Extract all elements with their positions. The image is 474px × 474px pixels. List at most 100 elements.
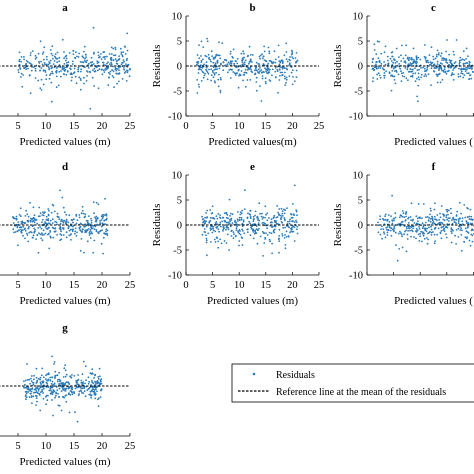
residual-point (51, 386, 54, 389)
residual-point (86, 240, 89, 243)
residual-point (33, 214, 36, 217)
residual-point (215, 215, 218, 218)
residual-point (238, 216, 241, 219)
residual-point (62, 376, 65, 378)
residual-point (75, 234, 78, 237)
residual-point (104, 64, 107, 67)
residual-point (39, 69, 41, 72)
residual-point (278, 63, 281, 66)
residual-point (240, 212, 243, 215)
residual-point (47, 222, 50, 225)
residual-point (64, 364, 67, 367)
residual-point (213, 73, 216, 76)
residual-point (411, 75, 414, 78)
residual-point (295, 69, 298, 72)
residual-point (376, 78, 379, 80)
residual-point (228, 218, 231, 221)
residual-point (216, 68, 219, 71)
residual-point (197, 83, 200, 86)
residual-point (105, 230, 107, 233)
residual-point (128, 75, 131, 78)
residual-point (455, 243, 457, 245)
residual-point (105, 232, 108, 235)
residual-point (407, 63, 410, 66)
residual-point (60, 75, 62, 78)
residual-point (421, 240, 423, 243)
residual-point (79, 222, 82, 225)
residual-point (111, 75, 114, 77)
residual-point (30, 380, 33, 383)
residual-point (38, 206, 41, 209)
residual-point (44, 69, 47, 72)
residual-point (90, 384, 92, 386)
residual-point (247, 54, 250, 57)
y-tick-label: 5 (358, 196, 363, 207)
residual-point (247, 228, 249, 231)
residual-point (382, 228, 385, 231)
residual-point (43, 233, 45, 236)
residual-point (65, 61, 68, 64)
residual-point (94, 70, 97, 73)
residual-point (400, 232, 402, 235)
residual-point (269, 80, 272, 82)
residual-point (40, 60, 42, 63)
residual-point (437, 53, 440, 56)
residual-point (284, 247, 287, 250)
residual-point (375, 61, 378, 63)
y-tick-label: 10 (172, 12, 183, 23)
residual-point (242, 221, 245, 223)
residual-point (125, 63, 127, 65)
residual-point (107, 71, 110, 74)
residual-point (235, 229, 238, 232)
residual-point (239, 211, 242, 214)
residual-point (207, 53, 210, 56)
residual-point (259, 54, 262, 57)
residual-point (236, 72, 239, 74)
residual-point (387, 63, 390, 66)
residual-point (383, 233, 386, 235)
residual-point (23, 222, 26, 225)
residual-point (16, 226, 19, 229)
residual-point (439, 216, 442, 219)
residual-point (25, 60, 28, 62)
x-tick-label: 10 (234, 280, 245, 291)
residual-point (291, 69, 294, 72)
residual-point (445, 236, 448, 239)
residual-point (427, 219, 430, 222)
residual-point (462, 50, 465, 53)
residual-point (381, 237, 383, 240)
residual-point (24, 215, 27, 217)
residual-point (426, 216, 429, 218)
residual-point (412, 68, 414, 71)
residual-point (401, 215, 404, 218)
residual-point (69, 390, 72, 392)
residual-point (104, 214, 106, 217)
residual-point (381, 67, 384, 69)
residual-point (112, 76, 115, 79)
residual-point (46, 382, 49, 385)
residual-point (49, 59, 52, 62)
residual-point (74, 411, 76, 414)
residual-point (16, 230, 19, 233)
residual-point (112, 65, 114, 68)
residual-point (228, 69, 231, 71)
residual-point (35, 238, 37, 241)
residual-point (289, 218, 291, 221)
residual-point (226, 214, 229, 216)
residual-point (423, 227, 426, 230)
residual-point (435, 55, 438, 58)
residual-point (69, 73, 72, 75)
residual-point (256, 215, 259, 218)
residual-point (124, 65, 126, 67)
residual-point (406, 233, 409, 236)
residual-point (29, 52, 32, 54)
residual-point (291, 52, 294, 55)
residual-point (290, 71, 293, 74)
residual-point (371, 68, 374, 70)
residual-point (23, 386, 25, 389)
residual-point (405, 250, 408, 253)
residual-point (53, 363, 55, 365)
residual-point (386, 231, 389, 234)
residual-point (441, 78, 444, 81)
